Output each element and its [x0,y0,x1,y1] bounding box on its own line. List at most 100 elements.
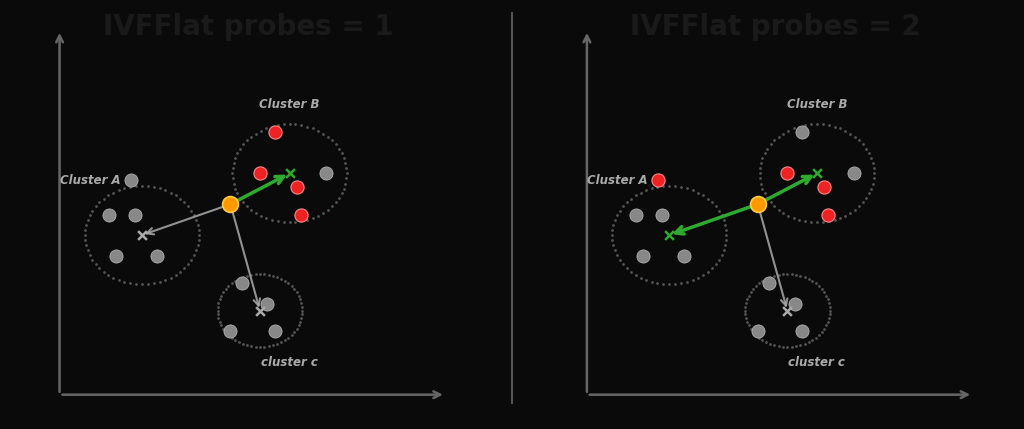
Point [815,121,831,128]
Point [282,121,298,127]
Point [299,123,315,130]
Point [227,155,244,162]
Point [188,217,205,224]
Point [643,278,659,285]
Point [230,339,247,346]
Point [337,180,353,187]
Point [82,211,98,218]
Point [628,211,644,218]
Point [252,271,268,278]
Point [190,232,207,239]
Point [163,274,179,281]
Point [750,328,766,335]
Point [222,201,239,208]
Point [759,145,775,152]
Point [289,184,305,190]
Point [633,274,649,281]
Point [152,185,168,192]
Point [223,280,240,287]
Point [779,271,796,278]
Point [618,199,635,205]
Point [737,303,754,310]
Text: cluster c: cluster c [261,356,317,369]
Point [315,210,332,217]
Point [276,337,293,344]
Point [815,219,831,226]
Point [224,175,241,182]
Point [145,184,162,190]
Point [614,203,631,210]
Point [865,165,882,172]
Point [286,329,302,335]
Point [751,280,767,287]
Point [225,180,242,187]
Point [714,211,730,218]
Text: Cluster B: Cluster B [786,98,847,111]
Point [758,275,774,282]
Point [284,283,300,290]
Point [766,272,782,279]
Point [649,280,666,287]
Point [803,219,819,226]
Point [258,125,274,132]
Point [820,299,837,306]
Point [738,318,755,325]
Point [684,277,700,284]
Point [123,177,139,184]
Point [210,311,226,318]
Point [609,211,626,218]
Point [737,311,754,318]
Point [275,219,292,226]
Point [794,328,810,335]
Point [233,280,250,287]
Point [167,272,183,278]
Point [655,281,672,287]
Point [310,212,327,219]
Point [275,121,292,128]
Point [258,215,274,222]
Point [826,123,843,130]
Point [77,232,93,239]
Point [269,274,286,281]
Text: IVFFlat probes = 1: IVFFlat probes = 1 [103,13,393,41]
Point [256,271,272,278]
Point [609,252,626,259]
Text: cluster c: cluster c [788,356,845,369]
Point [649,184,666,190]
Point [291,322,307,329]
Point [243,272,259,278]
Point [289,289,305,296]
Point [266,328,283,335]
Point [858,194,874,201]
Point [281,334,297,341]
Point [227,278,244,284]
Point [791,217,807,224]
Point [217,286,233,293]
Point [779,170,796,177]
Point [808,280,824,287]
Point [762,341,778,347]
Point [623,195,639,202]
Point [108,252,124,259]
Point [126,211,142,218]
Point [816,289,833,296]
Point [176,199,193,205]
Point [759,194,775,201]
Point [263,217,280,224]
Point [334,150,350,157]
Point [248,130,264,137]
Point [775,271,792,278]
Point [653,211,670,218]
Point [635,252,651,259]
Point [736,307,753,314]
Point [770,272,786,278]
Point [752,175,768,182]
Point [334,190,350,197]
Point [186,252,203,259]
Point [269,218,286,225]
Point [289,326,305,332]
Point [310,127,327,134]
Point [755,278,771,284]
Point [604,232,621,239]
Point [293,315,309,322]
